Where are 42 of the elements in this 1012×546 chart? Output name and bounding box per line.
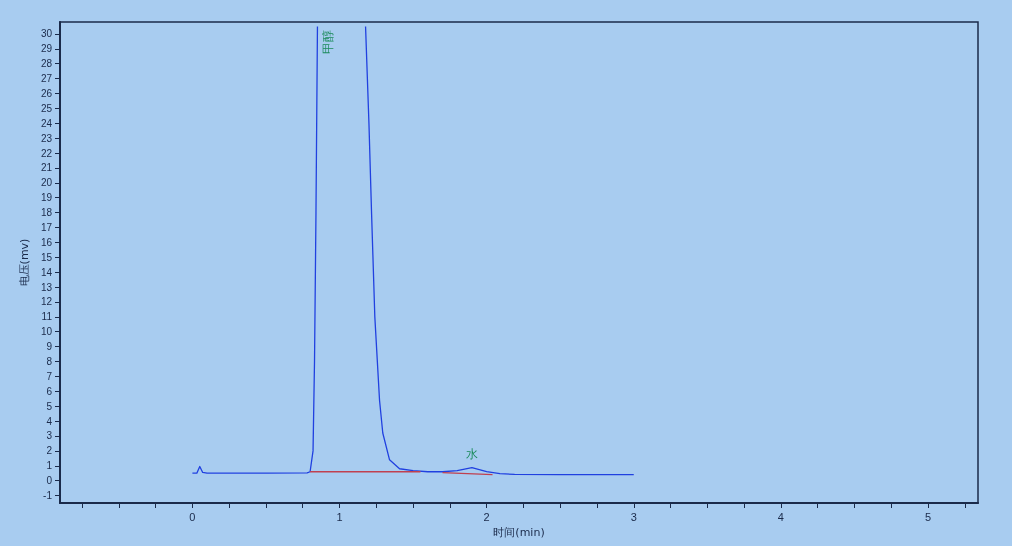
y-tick-label: 7 xyxy=(46,370,53,382)
y-tick-label: 8 xyxy=(46,356,53,368)
y-tick-label: 4 xyxy=(46,415,53,427)
y-tick-label: 23 xyxy=(40,132,53,144)
y-tick-label: 18 xyxy=(40,207,53,219)
y-tick-label: 9 xyxy=(46,341,53,353)
y-tick-label: 26 xyxy=(40,87,53,99)
annotation: 甲醇 xyxy=(321,30,335,54)
y-tick-label: 2 xyxy=(46,445,53,457)
y-tick-label: 15 xyxy=(40,251,53,263)
y-tick-label: 12 xyxy=(40,296,53,308)
x-tick-label: 2 xyxy=(483,510,490,523)
y-tick-label: 3 xyxy=(46,430,53,442)
y-tick-label: 5 xyxy=(46,400,53,412)
x-tick-label: 4 xyxy=(777,510,784,523)
y-tick-label: 13 xyxy=(40,281,53,293)
y-tick-label: 0 xyxy=(46,475,53,487)
y-tick-label: 21 xyxy=(40,162,53,174)
y-tick-label: 11 xyxy=(41,311,53,323)
y-tick-label: 10 xyxy=(40,326,53,338)
y-tick-label: 30 xyxy=(40,28,53,40)
y-tick-label: 24 xyxy=(40,117,53,129)
y-tick-label: 27 xyxy=(40,73,53,85)
annotation: 水 xyxy=(465,446,478,461)
y-tick-label: -1 xyxy=(43,490,53,502)
x-tick-label: 3 xyxy=(630,510,637,523)
x-axis-title: 时间(min) xyxy=(493,525,545,539)
y-tick-label: 22 xyxy=(40,147,53,159)
y-tick-label: 6 xyxy=(46,385,53,397)
y-tick-label: 19 xyxy=(40,192,53,204)
x-tick-label: 0 xyxy=(189,510,196,523)
y-tick-label: 14 xyxy=(40,266,53,278)
y-tick-label: 28 xyxy=(40,58,53,70)
y-axis-title: 电压(mv) xyxy=(17,238,31,287)
y-tick-label: 20 xyxy=(40,177,53,189)
x-tick-label: 5 xyxy=(924,510,932,523)
y-tick-label: 29 xyxy=(40,43,53,55)
y-tick-label: 16 xyxy=(40,236,53,248)
y-tick-label: 1 xyxy=(46,460,53,472)
y-tick-label: 17 xyxy=(40,222,53,233)
y-tick-label: 25 xyxy=(40,102,53,114)
x-tick-label: 1 xyxy=(336,510,343,523)
